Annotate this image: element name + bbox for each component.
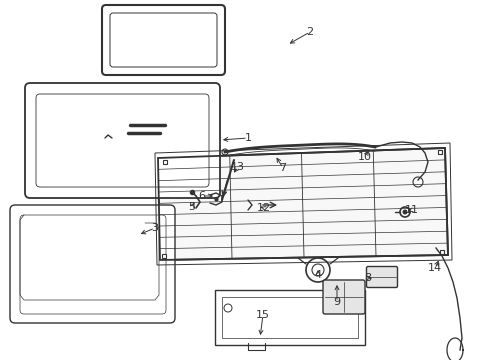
- Text: 3: 3: [151, 223, 158, 233]
- Text: 5: 5: [188, 202, 195, 212]
- Text: 6: 6: [198, 191, 205, 201]
- Text: 2: 2: [306, 27, 313, 37]
- FancyBboxPatch shape: [366, 266, 397, 288]
- Text: 13: 13: [230, 162, 244, 172]
- Text: 7: 7: [279, 163, 286, 173]
- FancyBboxPatch shape: [10, 205, 175, 323]
- Text: 15: 15: [256, 310, 269, 320]
- Text: 10: 10: [357, 152, 371, 162]
- Text: 8: 8: [364, 273, 371, 283]
- Text: 12: 12: [256, 203, 270, 213]
- Text: 4: 4: [314, 270, 321, 280]
- FancyBboxPatch shape: [25, 83, 220, 198]
- FancyBboxPatch shape: [102, 5, 224, 75]
- Text: 1: 1: [244, 133, 251, 143]
- Polygon shape: [158, 148, 447, 260]
- Circle shape: [402, 210, 406, 214]
- Text: 9: 9: [333, 297, 340, 307]
- FancyBboxPatch shape: [323, 280, 364, 314]
- Text: 11: 11: [404, 205, 418, 215]
- Text: 14: 14: [427, 263, 441, 273]
- Polygon shape: [215, 290, 364, 345]
